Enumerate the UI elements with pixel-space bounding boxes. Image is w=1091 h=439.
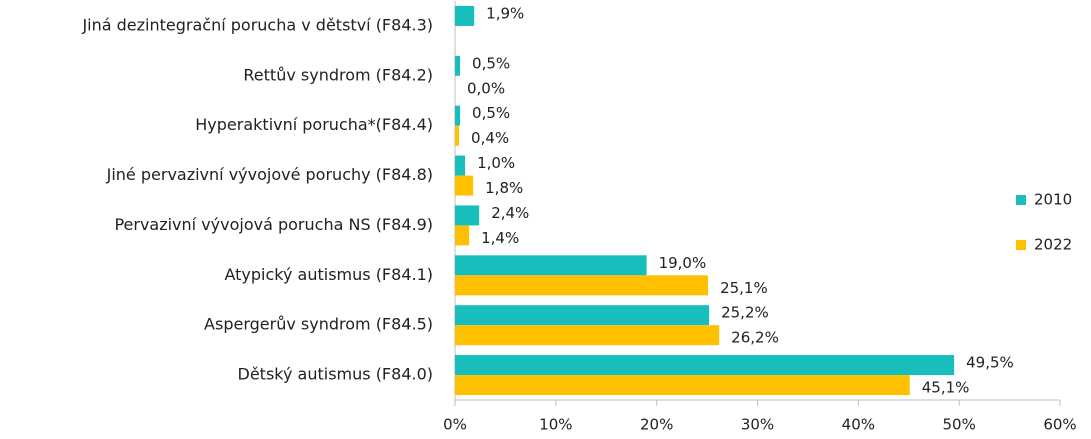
bar: [455, 5, 475, 26]
value-label: 26,2%: [731, 329, 779, 347]
category-label: Dětský autismus (F84.0): [238, 365, 433, 384]
x-tick-label: 0%: [443, 416, 467, 434]
category-label: Jiná dezintegrační porucha v dětství (F8…: [81, 15, 433, 34]
category-label: Jiné pervazivní vývojové poruchy (F84.8): [106, 165, 433, 184]
bar: [455, 155, 466, 176]
value-label: 49,5%: [966, 354, 1014, 372]
legend-swatch: [1016, 240, 1026, 250]
x-tick-label: 10%: [539, 416, 572, 434]
legend-swatch: [1016, 195, 1026, 205]
value-label: 25,2%: [721, 304, 769, 322]
bar: [455, 175, 474, 196]
bar: [455, 325, 720, 346]
category-label: Rettův syndrom (F84.2): [243, 65, 433, 84]
category-label: Hyperaktivní porucha*(F84.4): [195, 115, 433, 134]
value-label: 45,1%: [922, 379, 970, 397]
bar: [455, 355, 955, 376]
bar: [455, 255, 647, 276]
bar: [455, 55, 461, 76]
category-label: Atypický autismus (F84.1): [224, 265, 433, 284]
category-label: Pervazivní vývojová porucha NS (F84.9): [114, 215, 433, 234]
x-tick-label: 50%: [942, 416, 975, 434]
value-label: 2,4%: [491, 204, 529, 222]
legend-label: 2022: [1034, 236, 1072, 254]
value-label: 1,8%: [485, 179, 523, 197]
value-label: 25,1%: [720, 279, 768, 297]
bar: [455, 105, 461, 126]
value-label: 1,0%: [477, 154, 515, 172]
bar: [455, 375, 910, 396]
value-label: 19,0%: [659, 254, 707, 272]
value-label: 1,4%: [481, 229, 519, 247]
bar: [455, 125, 460, 146]
bar: [455, 305, 710, 326]
value-label: 0,5%: [472, 54, 510, 72]
category-label: Aspergerův syndrom (F84.5): [204, 315, 433, 334]
bar: [455, 205, 480, 226]
legend-label: 2010: [1034, 191, 1072, 209]
bar: [455, 275, 709, 296]
value-label: 1,9%: [486, 4, 524, 22]
value-label: 0,0%: [467, 79, 505, 97]
bar: [455, 225, 470, 246]
value-label: 0,4%: [471, 129, 509, 147]
x-tick-label: 20%: [640, 416, 673, 434]
value-label: 0,5%: [472, 104, 510, 122]
x-tick-label: 40%: [842, 416, 875, 434]
x-tick-label: 30%: [741, 416, 774, 434]
x-tick-label: 60%: [1043, 416, 1076, 434]
